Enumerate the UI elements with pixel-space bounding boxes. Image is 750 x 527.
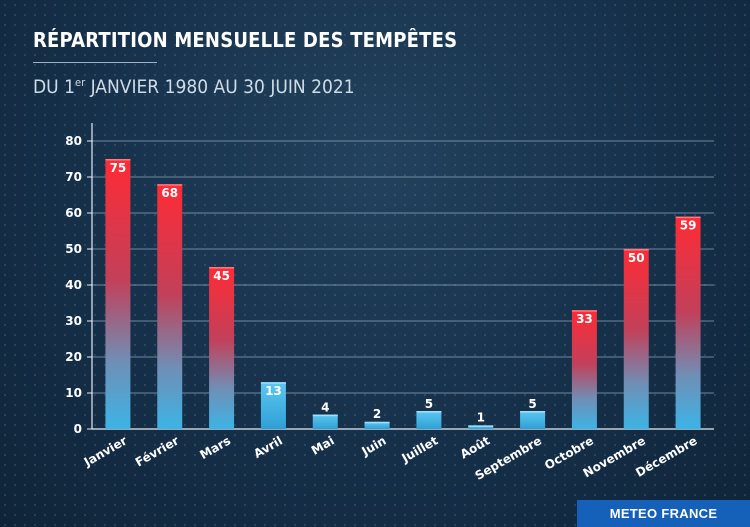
bar-top-highlight [209, 267, 235, 269]
bars [105, 159, 701, 429]
chart-title: RÉPARTITION MENSUELLE DES TEMPÊTES [33, 28, 458, 52]
bar-value-label: 4 [321, 401, 329, 415]
bar-value-label: 50 [628, 251, 645, 265]
bar-value-label: 45 [213, 269, 230, 283]
title-divider [33, 62, 157, 63]
bar-value-label: 75 [110, 161, 127, 175]
bar-top-highlight [520, 411, 546, 413]
meteo-france-logo: METEO FRANCE [577, 500, 750, 527]
bar-top-highlight [312, 414, 338, 417]
bar-janvier [105, 159, 131, 429]
x-tick-label: Février [133, 433, 181, 469]
bar-value-label: 59 [680, 219, 697, 233]
bar-top-highlight [675, 216, 701, 219]
x-tick-label: Janvier [81, 433, 130, 469]
bar-top-highlight [416, 411, 442, 413]
x-tick-label: Mars [197, 433, 233, 462]
bar-top-highlight [157, 184, 183, 186]
gridlines [92, 140, 714, 394]
bar-value-label: 33 [576, 312, 593, 326]
bar-top-highlight [623, 249, 649, 251]
axes [87, 123, 714, 430]
bar-value-label: 1 [477, 410, 485, 424]
x-tick-labels: Janvier Février Mars Avril Mai Juin Juillet Aoû… [81, 433, 700, 482]
y-tick-label: 30 [65, 314, 82, 328]
bar-mars [209, 267, 235, 429]
bar-value-label: 5 [425, 397, 433, 411]
bar-novembre [623, 249, 649, 429]
bar-value-label: 5 [528, 397, 536, 411]
bar-top-highlight [364, 421, 390, 424]
bar-août [468, 425, 494, 429]
bar-value-label: 68 [161, 186, 178, 200]
y-tick-label: 40 [65, 278, 82, 292]
x-tick-label: Avril [251, 433, 285, 461]
bar-février [157, 184, 183, 429]
x-tick-label: Juin [358, 433, 388, 458]
subtitle-suffix: JANVIER 1980 AU 30 JUIN 2021 [85, 76, 355, 98]
y-tick-label: 0 [74, 422, 82, 436]
y-tick-label: 60 [65, 206, 82, 220]
bar-mai [312, 414, 338, 429]
subtitle-prefix: DU 1 [33, 76, 75, 98]
y-tick-labels: 0 10 20 30 40 50 60 70 80 [65, 134, 82, 436]
y-tick-label: 70 [65, 170, 82, 184]
bar-top-highlight [468, 425, 494, 427]
y-tick-label: 50 [65, 242, 82, 256]
bar-top-highlight [260, 382, 286, 384]
bar-avril [260, 382, 286, 429]
bar-juin [364, 421, 390, 429]
x-tick-label: Juillet [399, 433, 441, 465]
chart-subtitle: DU 1er JANVIER 1980 AU 30 JUIN 2021 [33, 76, 355, 98]
subtitle-superscript: er [74, 76, 86, 89]
bar-octobre [571, 310, 597, 429]
bar-top-highlight [571, 310, 597, 312]
x-tick-label: Août [458, 433, 493, 461]
bar-décembre [675, 216, 701, 429]
y-tick-label: 20 [65, 350, 82, 364]
bar-value-label: 13 [265, 384, 282, 398]
x-tick-label: Mai [309, 433, 337, 457]
bar-septembre [520, 411, 546, 429]
bar-top-highlight [105, 159, 131, 161]
bar-value-label: 2 [373, 407, 381, 421]
y-tick-label: 10 [65, 386, 82, 400]
bar-juillet [416, 411, 442, 429]
y-tick-label: 80 [65, 134, 82, 148]
value-labels: 75 68 45 13 4 2 5 1 5 33 50 59 [110, 161, 697, 424]
